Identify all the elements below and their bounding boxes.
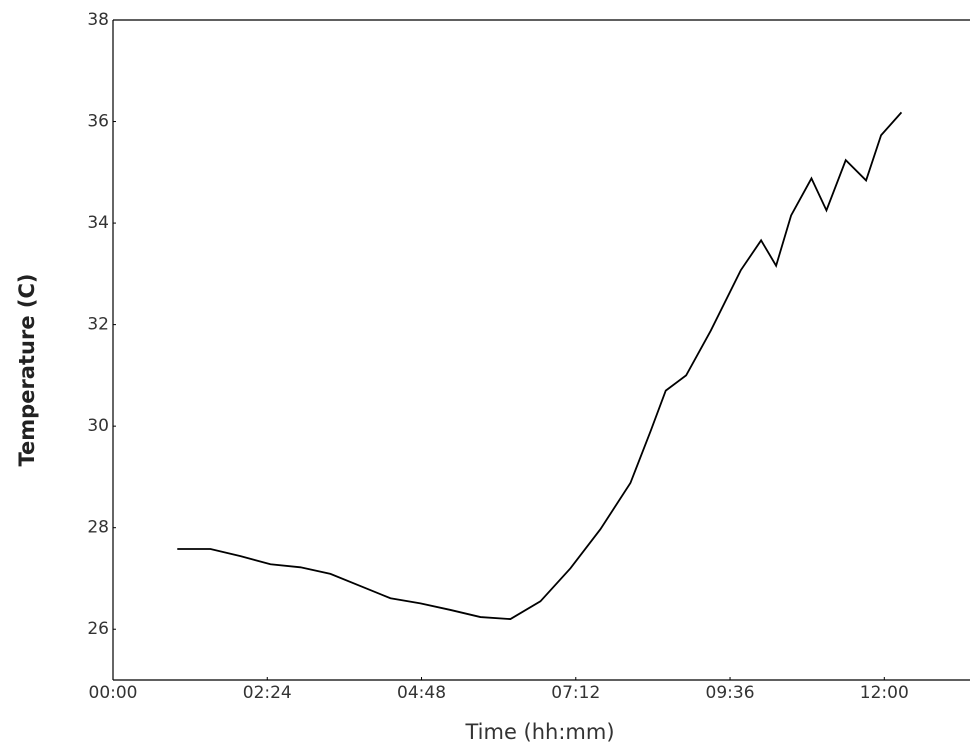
x-tick-label: 00:00 [89,683,138,703]
x-tick-label: 12:00 [860,683,909,703]
y-axis-title: Temperature (C) [15,274,39,467]
y-tick-label: 34 [87,213,109,233]
y-tick-label: 32 [87,315,109,335]
frame [113,20,970,680]
data-line [177,112,901,619]
y-tick-label: 26 [87,619,109,639]
page: Time (hh:mm) Temperature (C) 26 28 30 32 34 3… [0,0,970,751]
y-tick-label: 28 [87,518,109,538]
x-tick-label: 09:36 [706,683,755,703]
x-tick-label: 04:48 [397,683,446,703]
y-tick-label: 36 [87,112,109,132]
x-tick-label: 02:24 [243,683,292,703]
x-tick-label: 07:12 [551,683,600,703]
chart: Time (hh:mm) Temperature (C) 26 28 30 32 34 3… [0,0,970,751]
x-axis-title: Time (hh:mm) [464,720,614,744]
y-tick-label: 38 [87,10,109,30]
y-tick-label: 30 [87,416,109,436]
